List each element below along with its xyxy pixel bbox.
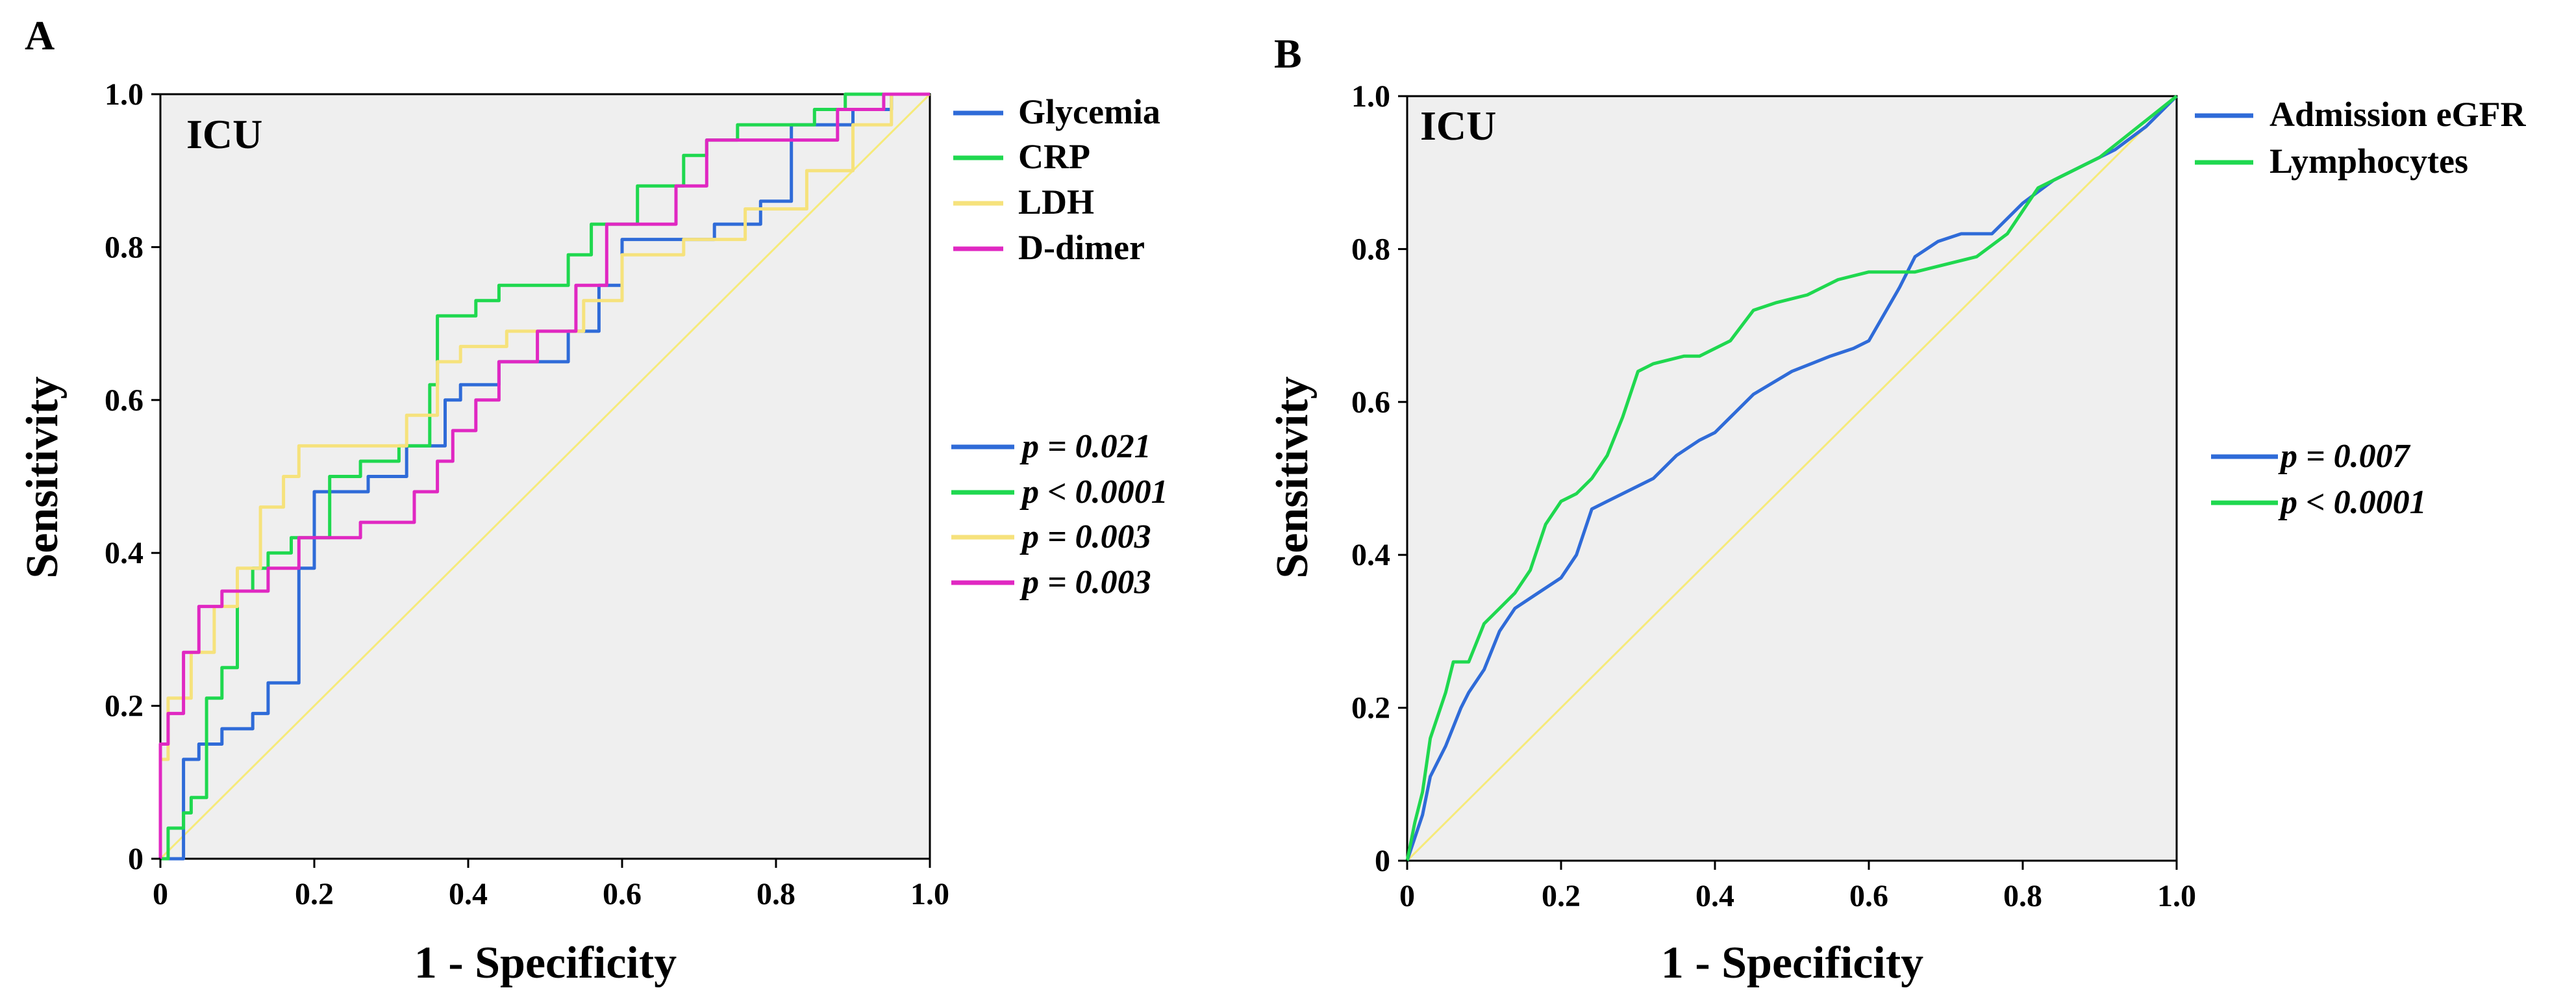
pvalue-crp: p < 0.0001 (1019, 474, 1168, 511)
x-tick-label: 0.8 (2003, 879, 2042, 913)
y-tick-label: 0 (1375, 844, 1390, 878)
legend-label-d-dimer: D-dimer (1018, 228, 1145, 267)
legend-b: Admission eGFR Lymphocytes (2195, 95, 2527, 181)
ticks-a: 0 0.2 0.4 0.6 0.8 1.0 0 0.2 0.4 0.6 0.8 1.0 (105, 77, 949, 911)
series-line-reference (159, 93, 931, 860)
pvalue-admission-egfr: p = 0.007 (2278, 438, 2411, 475)
x-tick-label: 0.8 (757, 877, 795, 911)
plot-subtitle-a: ICU (186, 111, 262, 157)
series-line-admission-egfr (1405, 95, 2178, 861)
y-tick-label: 0.4 (105, 536, 144, 570)
ticks-b: 0 0.2 0.4 0.6 0.8 1.0 0 0.2 0.4 0.6 0.8 1.0 (1351, 79, 2196, 913)
y-axis-title-a: Sensitivity (18, 376, 68, 578)
y-tick-label: 0.8 (105, 230, 144, 264)
legend-label-lymphocytes: Lymphocytes (2270, 142, 2468, 181)
x-tick-label: 1.0 (910, 877, 949, 911)
pvalue-ldh: p = 0.003 (1019, 518, 1151, 555)
pvalue-legend-b: p = 0.007 p < 0.0001 (2211, 438, 2427, 521)
y-tick-label: 0.6 (105, 383, 144, 418)
y-tick-label: 0.2 (1351, 691, 1390, 726)
y-tick-label: 1.0 (105, 77, 144, 112)
plot-lines-a (158, 92, 931, 861)
x-tick-label: 1.0 (2157, 879, 2196, 913)
legend-label-crp: CRP (1018, 137, 1090, 176)
legend-a: Glycemia CRP LDH D-dimer (953, 92, 1160, 267)
series-line-d-dimer (158, 92, 930, 859)
x-tick-label: 0.2 (295, 877, 334, 911)
series-line-reference (1406, 95, 2178, 862)
y-tick-label: 0.8 (1351, 232, 1390, 266)
pvalue-d-dimer: p = 0.003 (1019, 564, 1151, 601)
series-line-lymphocytes (1405, 95, 2178, 861)
legend-label-admission-egfr: Admission eGFR (2270, 95, 2527, 134)
x-axis-title-b: 1 - Specificity (1661, 938, 1923, 988)
x-tick-label: 0.6 (603, 877, 642, 911)
legend-label-ldh: LDH (1018, 183, 1094, 222)
y-tick-label: 0.2 (105, 689, 144, 724)
panel-a: A 0 0.2 0.4 0.6 0.8 1.0 0 0.2 0.4 0.6 0.8 1.0 ICU 1… (18, 12, 1168, 988)
plot-lines-b (1405, 95, 2178, 862)
x-tick-label: 0 (1399, 879, 1415, 913)
series-line-glycemia (160, 92, 930, 861)
x-tick-label: 0.4 (449, 877, 488, 911)
x-axis-title-a: 1 - Specificity (414, 938, 677, 988)
x-tick-label: 0.4 (1695, 879, 1734, 913)
y-axis-title-b: Sensitivity (1268, 376, 1318, 578)
y-tick-label: 0.4 (1351, 538, 1390, 572)
x-tick-label: 0.2 (1542, 879, 1581, 913)
pvalue-legend-a: p = 0.021 p < 0.0001 p = 0.003 p = 0.003 (951, 428, 1168, 601)
panel-b: B 0 0.2 0.4 0.6 0.8 1.0 0 0.2 0.4 0.6 0.8 1.0 ICU 1… (1268, 31, 2527, 988)
panel-label-b: B (1274, 31, 1302, 77)
y-tick-label: 0.6 (1351, 385, 1390, 420)
x-tick-label: 0 (153, 877, 168, 911)
y-tick-label: 1.0 (1351, 79, 1390, 114)
x-tick-label: 0.6 (1849, 879, 1888, 913)
pvalue-glycemia: p = 0.021 (1019, 428, 1151, 465)
panel-label-a: A (25, 12, 55, 58)
pvalue-lymphocytes: p < 0.0001 (2278, 484, 2427, 521)
legend-label-glycemia: Glycemia (1018, 92, 1160, 131)
plot-subtitle-b: ICU (1420, 103, 1496, 149)
y-tick-label: 0 (128, 842, 144, 876)
series-line-ldh (158, 92, 930, 859)
